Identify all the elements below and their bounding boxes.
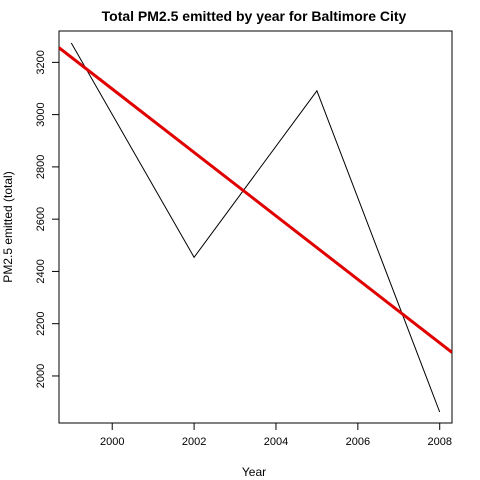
trend-line bbox=[59, 46, 452, 354]
plot-layer: 2000 2002 2004 2006 2008 2000 2200 2400 2600 2800… bbox=[35, 42, 452, 448]
x-tick-label-2000: 2000 bbox=[100, 436, 124, 448]
x-tick-label-2002: 2002 bbox=[182, 436, 206, 448]
plot-frame bbox=[58, 30, 453, 424]
y-tick-label-2800: 2800 bbox=[35, 155, 47, 179]
y-tick-label-3200: 3200 bbox=[35, 50, 47, 74]
x-axis-label: Year bbox=[242, 465, 266, 479]
y-axis-label: PM2.5 emitted (total) bbox=[1, 171, 15, 282]
y-tick-label-2400: 2400 bbox=[35, 259, 47, 283]
x-tick-label-2004: 2004 bbox=[264, 436, 288, 448]
series-line-0 bbox=[70, 42, 441, 413]
y-tick-label-3000: 3000 bbox=[35, 102, 47, 126]
y-tick-label-2600: 2600 bbox=[35, 207, 47, 231]
x-tick-label-2008: 2008 bbox=[427, 436, 451, 448]
y-tick-label-2000: 2000 bbox=[35, 364, 47, 388]
x-tick-label-2006: 2006 bbox=[346, 436, 370, 448]
chart-title: Total PM2.5 emitted by year for Baltimor… bbox=[102, 8, 407, 24]
y-tick-label-2200: 2200 bbox=[35, 311, 47, 335]
